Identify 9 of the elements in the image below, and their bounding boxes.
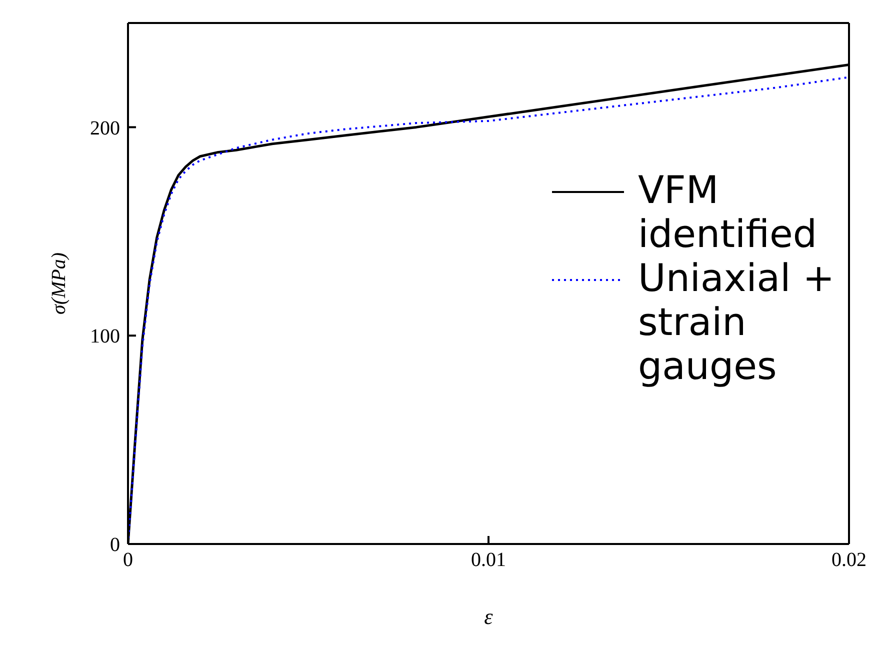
y-tick-label: 100	[90, 326, 120, 348]
x-tick-label: 0.01	[471, 549, 506, 572]
y-tick-label: 200	[90, 117, 120, 140]
y-tick-label: 0	[110, 534, 120, 556]
y-axis-title: σ(MPa)	[48, 252, 70, 315]
x-tick-label: 0.02	[832, 549, 866, 572]
x-axis-title: ε	[484, 604, 494, 629]
legend-label: VFM identified	[638, 168, 818, 256]
legend-label: Uniaxial + strain gauges	[638, 256, 836, 388]
